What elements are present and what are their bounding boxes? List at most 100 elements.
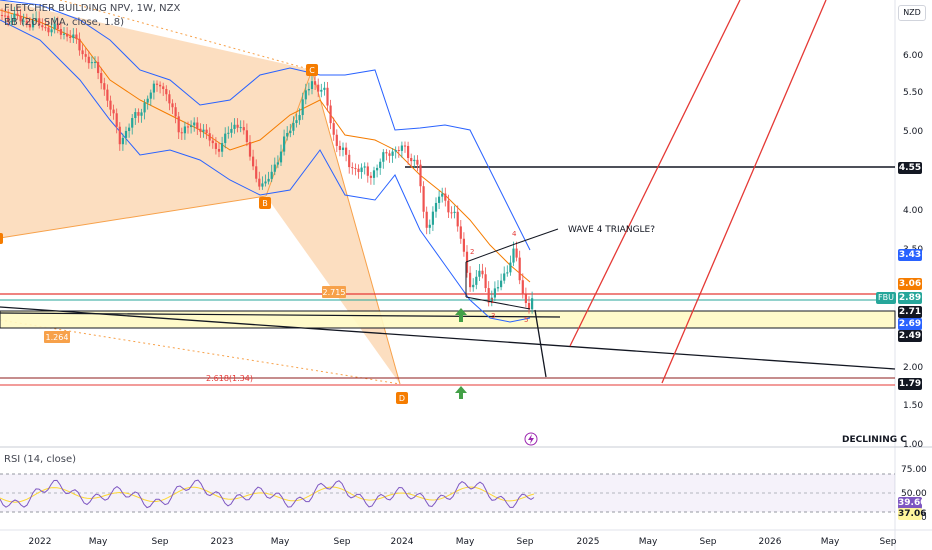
candle-body — [38, 18, 41, 26]
price-tick: 5.50 — [903, 88, 923, 98]
time-axis-label: Sep — [334, 537, 351, 547]
wave-label-5: 5 — [524, 316, 528, 324]
candle-body — [84, 54, 87, 57]
candle-body — [155, 83, 159, 85]
price-candles — [0, 6, 534, 314]
time-axis-label: Sep — [517, 537, 534, 547]
candle-body — [456, 211, 459, 227]
candle-body — [388, 153, 391, 156]
harmonic-xabc-fill — [0, 0, 312, 238]
channel-line — [661, 0, 827, 384]
candle-body — [438, 196, 441, 203]
candle-body — [267, 178, 270, 182]
time-axis-label: May — [271, 537, 290, 547]
candle-body — [394, 150, 397, 152]
candle-body — [422, 186, 425, 212]
candle-body — [307, 89, 310, 91]
candle-body — [248, 142, 252, 157]
wave-label-3: 3 — [491, 312, 495, 320]
symbol-title[interactable]: FLETCHER BUILDING NPV, 1W, NZX — [4, 3, 181, 14]
bb-indicator-label[interactable]: BB (20, SMA, close, 1.8) — [4, 17, 124, 28]
candle-body — [137, 112, 140, 116]
callout-line — [514, 228, 559, 245]
support-zone — [0, 310, 896, 329]
price-tag-271: 2.71 — [898, 306, 922, 318]
projection-line — [534, 309, 547, 378]
candle-body — [149, 92, 152, 99]
plot-area[interactable] — [0, 0, 895, 550]
time-axis-label: 2026 — [759, 537, 782, 547]
candle-body — [193, 122, 196, 126]
channel-line — [569, 0, 741, 347]
candle-body — [382, 152, 385, 162]
candle-body — [10, 21, 13, 23]
rsi-tag-value: 39.60 — [898, 497, 927, 509]
candle-body — [221, 143, 224, 152]
point-c-label: C — [309, 66, 315, 75]
candle-body — [478, 270, 481, 277]
price-tick: 1.00 — [903, 440, 923, 450]
candle-body — [143, 102, 146, 113]
green-up-arrow-icon — [455, 386, 467, 399]
candle-body — [115, 113, 118, 127]
candle-body — [140, 112, 143, 116]
candle-body — [13, 13, 16, 22]
candle-body — [4, 15, 7, 17]
bb-basis — [0, 9, 531, 283]
trendline-flat — [0, 312, 561, 318]
candle-body — [472, 284, 475, 288]
candle-body — [69, 36, 72, 39]
candle-body — [217, 148, 221, 152]
currency-selector[interactable]: NZD — [898, 5, 926, 21]
rsi-indicator-label[interactable]: RSI (14, close) — [4, 454, 77, 465]
candle-body — [400, 145, 403, 151]
candle-body — [490, 297, 493, 303]
candle-body — [413, 159, 416, 162]
candle-body — [512, 248, 515, 263]
candle-body — [134, 112, 137, 119]
candle-body — [385, 152, 388, 154]
candle-body — [487, 288, 490, 303]
candle-body — [323, 87, 326, 90]
candle-body — [289, 130, 292, 134]
wave-label-4: 4 — [512, 230, 517, 238]
candle-body — [239, 127, 242, 129]
candle-body — [431, 211, 434, 225]
point-c-box — [306, 64, 318, 76]
candle-body — [90, 62, 93, 64]
candle-body — [35, 18, 38, 21]
candle-body — [462, 238, 465, 252]
candle-body — [428, 224, 431, 228]
candle-body — [25, 20, 28, 25]
candle-body — [199, 128, 202, 132]
candle-body — [447, 200, 450, 213]
harmonic-leg — [265, 69, 313, 197]
candle-body — [298, 115, 301, 121]
harmonic-bcd-fill — [266, 70, 400, 384]
price-tag-269: 2.69 — [898, 318, 922, 330]
candle-body — [93, 61, 97, 63]
lightning-icon[interactable] — [524, 432, 538, 446]
candle-body — [162, 86, 165, 90]
candle-body — [301, 99, 304, 116]
candle-body — [128, 127, 131, 131]
candle-body — [152, 83, 155, 93]
candle-body — [214, 143, 217, 149]
candle-body — [227, 132, 230, 134]
green-up-arrow-icon — [455, 308, 467, 322]
candle-body — [276, 162, 279, 165]
time-axis-label: May — [89, 537, 108, 547]
candle-body — [493, 288, 496, 298]
candle-body — [171, 103, 174, 108]
candle-body — [81, 50, 84, 55]
candle-body — [103, 83, 106, 90]
candle-body — [363, 166, 366, 168]
candle-body — [66, 33, 69, 37]
wave-4-title: WAVE 4 TRIANGLE? — [568, 225, 655, 235]
time-axis[interactable]: 2022 May Sep 2023 May Sep 2024 May Sep 2025 May Sep… — [29, 537, 897, 547]
candle-body — [459, 226, 462, 239]
price-tag-455: 4.55 — [898, 162, 922, 174]
candle-body — [202, 129, 205, 132]
triangle-upper-line — [465, 243, 516, 263]
